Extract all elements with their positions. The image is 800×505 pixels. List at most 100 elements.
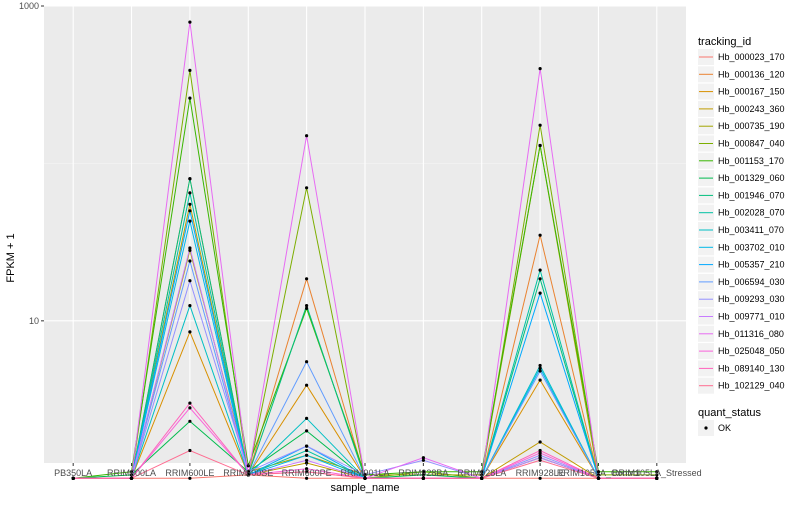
legend-item-label: Hb_000023_170 xyxy=(718,52,785,62)
data-point xyxy=(188,304,192,308)
legend-item-label: Hb_006594_030 xyxy=(718,277,785,287)
data-point xyxy=(188,209,192,213)
data-point xyxy=(246,470,250,474)
legend-item-label: Hb_009293_030 xyxy=(718,294,785,304)
data-point xyxy=(538,448,542,453)
data-point xyxy=(305,467,309,471)
data-point xyxy=(363,473,367,477)
data-point xyxy=(188,246,192,250)
data-point xyxy=(188,401,192,405)
data-point xyxy=(305,429,309,433)
grid-layer xyxy=(44,5,686,463)
data-point xyxy=(188,20,192,24)
data-point xyxy=(188,219,192,223)
data-point xyxy=(305,383,309,387)
x-tick-label: RRIM600PE xyxy=(282,468,332,478)
data-point xyxy=(538,143,542,148)
data-point xyxy=(129,470,134,474)
data-point xyxy=(188,476,192,480)
data-point xyxy=(596,470,601,474)
data-point xyxy=(305,134,309,138)
x-tick-label: RRIM928BA xyxy=(398,468,448,478)
data-point xyxy=(538,440,542,444)
data-point xyxy=(305,470,309,474)
data-point xyxy=(538,451,542,455)
legend-item-label: Hb_002028_070 xyxy=(718,208,785,218)
legend-item-label: Hb_102129_040 xyxy=(718,381,785,391)
legend-item-label: Hb_009771_010 xyxy=(718,312,785,322)
data-point xyxy=(305,453,309,457)
data-point xyxy=(188,202,192,206)
x-tick-label: PB350LA xyxy=(54,468,92,478)
data-point xyxy=(655,476,659,480)
data-point xyxy=(305,277,309,281)
data-point xyxy=(305,186,309,190)
data-point xyxy=(188,330,192,334)
legend-item-label: Hb_011316_080 xyxy=(718,329,784,339)
data-point xyxy=(305,458,309,462)
legend-title: tracking_id xyxy=(698,36,751,48)
data-point xyxy=(421,470,425,474)
legend-item-label: Hb_089140_130 xyxy=(718,363,785,373)
shape-legend-title: quant_status xyxy=(698,407,761,419)
shape-legend-point xyxy=(704,426,708,430)
legend-item-label: Hb_000243_360 xyxy=(718,104,785,114)
x-tick-label: RRIM105LA_Stressed xyxy=(612,468,702,478)
data-point xyxy=(538,233,542,237)
data-point xyxy=(246,473,250,477)
data-point xyxy=(305,448,309,453)
legend-item-label: Hb_001329_060 xyxy=(718,173,785,183)
y-axis-title: FPKM + 1 xyxy=(5,233,17,282)
data-point xyxy=(538,291,542,295)
x-tick-label: RRIM600SE xyxy=(223,468,273,478)
data-point xyxy=(538,277,542,281)
data-point xyxy=(596,473,601,477)
data-point xyxy=(363,476,367,480)
data-point xyxy=(188,448,192,453)
legend-item-label: Hb_003702_010 xyxy=(718,242,785,252)
data-point xyxy=(305,444,309,448)
data-point xyxy=(538,378,542,382)
x-tick-label: RRIM928LE xyxy=(516,468,565,478)
legend-item-label: Hb_005357_210 xyxy=(718,260,785,270)
data-point xyxy=(421,458,425,462)
data-point xyxy=(538,453,542,457)
data-point xyxy=(129,473,134,477)
data-point xyxy=(305,304,309,308)
data-point xyxy=(538,363,542,368)
data-point xyxy=(305,476,309,480)
legend-item-label: Hb_003411_070 xyxy=(718,225,784,235)
data-point xyxy=(129,476,134,480)
x-tick-label: RRIM105LA_Control xyxy=(557,468,640,478)
x-tick-label: RRIM600LA xyxy=(107,468,156,478)
data-point xyxy=(655,470,659,474)
data-point xyxy=(421,456,425,460)
shape-legend-label: OK xyxy=(718,423,731,433)
legend-item-label: Hb_001153_170 xyxy=(718,156,784,166)
data-point xyxy=(538,67,542,71)
data-point xyxy=(305,416,309,420)
data-point xyxy=(655,473,659,477)
y-tick-label: 10 xyxy=(29,316,39,326)
data-point xyxy=(538,458,542,462)
legend-item-label: Hb_001946_070 xyxy=(718,190,785,200)
data-point xyxy=(305,360,309,364)
axis-layer: 10 1000 PB350LA RRIM600LA RRIM600LE RRIM600SE… xyxy=(19,1,702,478)
legend-item-label: Hb_025048_050 xyxy=(718,346,785,356)
data-point xyxy=(188,248,192,252)
y-tick-label: 1000 xyxy=(19,1,39,11)
data-point xyxy=(538,268,542,272)
data-point xyxy=(305,306,309,310)
data-point xyxy=(188,96,192,100)
legend: tracking_id quant_status Hb_000023_170 Hb… xyxy=(698,36,785,436)
x-tick-label: RRIM928LA xyxy=(457,468,506,478)
data-point xyxy=(421,476,425,480)
legend-item-label: Hb_000735_190 xyxy=(718,121,785,131)
data-point xyxy=(188,68,192,72)
data-point xyxy=(480,473,484,477)
data-point xyxy=(188,259,192,263)
data-point xyxy=(188,191,192,195)
data-point xyxy=(480,476,484,480)
legend-item-label: Hb_000167_150 xyxy=(718,87,785,97)
